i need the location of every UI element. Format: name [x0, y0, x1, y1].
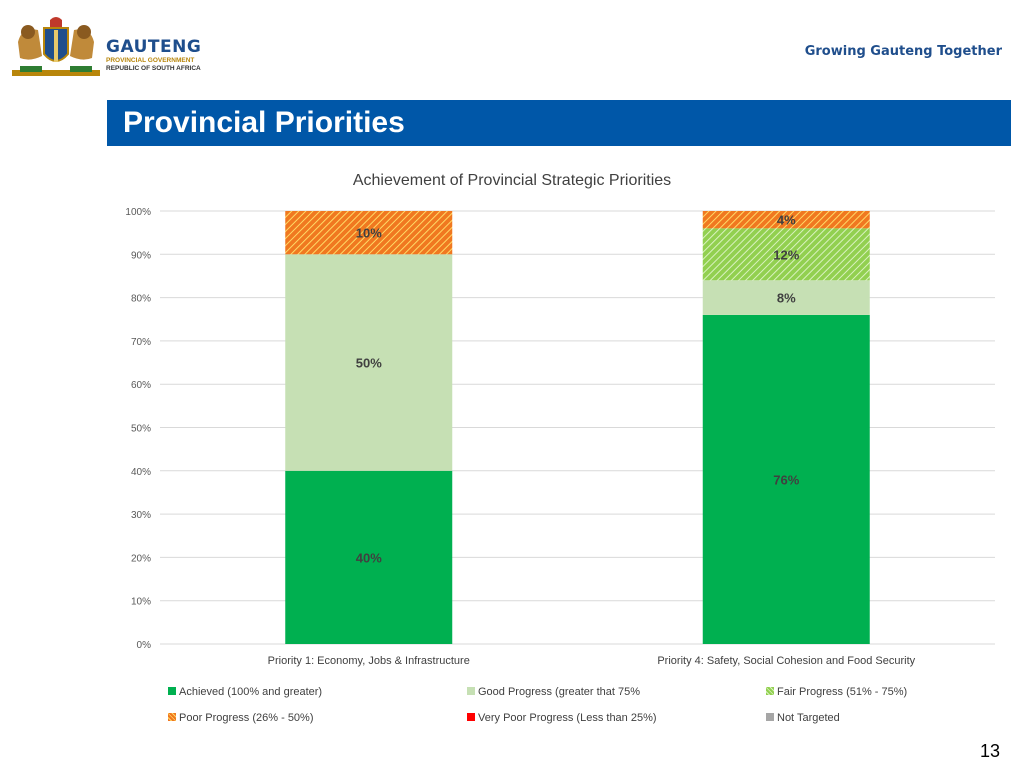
legend-swatch [467, 713, 475, 721]
legend-swatch [168, 687, 176, 695]
data-label: 12% [773, 247, 799, 262]
page-number: 13 [979, 741, 1000, 761]
legend-label: Very Poor Progress (Less than 25%) [478, 712, 657, 724]
slide-title: Provincial Priorities [123, 106, 405, 139]
legend-swatch [766, 687, 774, 695]
y-tick-label: 100% [125, 207, 151, 218]
data-label: 8% [777, 291, 796, 306]
y-tick-label: 90% [131, 250, 151, 261]
y-tick-label: 0% [137, 640, 152, 651]
y-tick-label: 40% [131, 467, 151, 478]
legend-item: Fair Progress (51% - 75%) [766, 686, 907, 698]
data-label: 40% [356, 550, 382, 565]
org-country: REPUBLIC OF SOUTH AFRICA [106, 65, 201, 72]
org-subtitle: PROVINCIAL GOVERNMENT [106, 57, 195, 64]
legend-item: Not Targeted [766, 712, 840, 724]
y-tick-label: 80% [131, 294, 151, 305]
org-name: GAUTENG [106, 37, 202, 57]
legend-label: Good Progress (greater that 75% [478, 686, 641, 698]
bar-segment [285, 470, 453, 644]
legend-item: Good Progress (greater that 75% [467, 686, 640, 698]
y-tick-label: 70% [131, 337, 151, 348]
legend-item: Achieved (100% and greater) [168, 686, 322, 698]
legend-label: Poor Progress (26% - 50%) [179, 712, 314, 724]
legend-label: Not Targeted [777, 712, 840, 724]
bar-segment [285, 211, 453, 255]
legend-swatch [168, 713, 176, 721]
y-tick-label: 30% [131, 510, 151, 521]
coat-of-arms-logo [12, 17, 100, 76]
legend-item: Poor Progress (26% - 50%) [168, 712, 314, 724]
title-bar: Provincial Priorities [107, 100, 1011, 146]
legend-swatch [766, 713, 774, 721]
data-label: 4% [777, 213, 796, 228]
data-label: 50% [356, 356, 382, 371]
data-label: 10% [356, 226, 382, 241]
legend-label: Achieved (100% and greater) [179, 686, 323, 698]
data-label: 76% [773, 472, 799, 487]
chart-title: Achievement of Provincial Strategic Prio… [352, 172, 672, 189]
category-label: Priority 1: Economy, Jobs & Infrastructu… [268, 655, 470, 667]
y-tick-label: 10% [131, 597, 151, 608]
y-tick-label: 50% [131, 424, 151, 435]
y-tick-label: 20% [131, 553, 151, 564]
y-tick-label: 60% [131, 380, 151, 391]
bar-segment [702, 211, 870, 229]
bar-segment [702, 280, 870, 315]
bar-segment [702, 314, 870, 644]
tagline: Growing Gauteng Together [804, 44, 1002, 59]
legend-label: Fair Progress (51% - 75%) [777, 686, 908, 698]
category-label: Priority 4: Safety, Social Cohesion and … [657, 655, 915, 667]
bar-segment [702, 228, 870, 281]
legend-item: Very Poor Progress (Less than 25%) [467, 712, 657, 724]
legend-swatch [467, 687, 475, 695]
bar-segment [285, 254, 453, 471]
